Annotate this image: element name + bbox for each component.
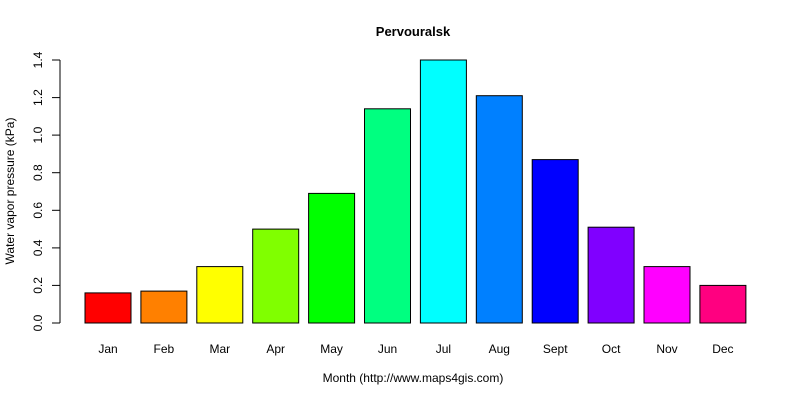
- y-tick-label: 0.6: [31, 202, 45, 219]
- bar-sept: [531, 159, 579, 324]
- y-tick-label: 1.2: [31, 89, 45, 106]
- x-tick-label: Feb: [154, 342, 175, 356]
- x-tick-label: Nov: [656, 342, 677, 356]
- bar-dec: [699, 284, 747, 324]
- bar-jun: [364, 108, 411, 324]
- bar-jul: [419, 59, 467, 324]
- x-axis-title: Month (http://www.maps4gis.com): [323, 371, 504, 385]
- bar-jan: [84, 292, 132, 324]
- y-tick-label: 1.4: [31, 51, 45, 68]
- x-tick-label: Dec: [712, 342, 733, 356]
- x-tick-label: Jan: [98, 342, 117, 356]
- y-axis: 0.0 0.2 0.4 0.6 0.8 1.0 1.2 1.4: [31, 51, 61, 331]
- y-axis-title: Water vapor pressure (kPa): [3, 118, 17, 265]
- x-tick-label: May: [320, 342, 343, 356]
- y-tick-label: 0.4: [31, 239, 45, 256]
- x-tick-label: Oct: [602, 342, 621, 356]
- bar-mar: [196, 266, 244, 324]
- bar-may: [308, 192, 356, 324]
- y-tick-label: 0.8: [31, 164, 45, 181]
- x-tick-label: Sept: [543, 342, 568, 356]
- y-tick-label: 1.0: [31, 126, 45, 143]
- bar-aug: [475, 95, 523, 324]
- x-tick-label: Jun: [378, 342, 397, 356]
- bar-oct: [587, 226, 635, 324]
- x-tick-label: Apr: [266, 342, 285, 356]
- x-tick-label: Jul: [436, 342, 451, 356]
- bar-apr: [252, 228, 300, 324]
- bars-group: [84, 59, 747, 324]
- y-tick-label: 0.0: [31, 314, 45, 331]
- x-tick-label: Aug: [489, 342, 510, 356]
- x-tick-label: Mar: [209, 342, 230, 356]
- x-axis-labels: Jan Feb Mar Apr May Jun Jul Aug Sept Oct Nov Dec: [98, 342, 733, 356]
- bar-feb: [140, 290, 188, 324]
- y-tick-label: 0.2: [31, 277, 45, 294]
- chart-title: Pervouralsk: [376, 24, 451, 39]
- bar-nov: [643, 266, 691, 324]
